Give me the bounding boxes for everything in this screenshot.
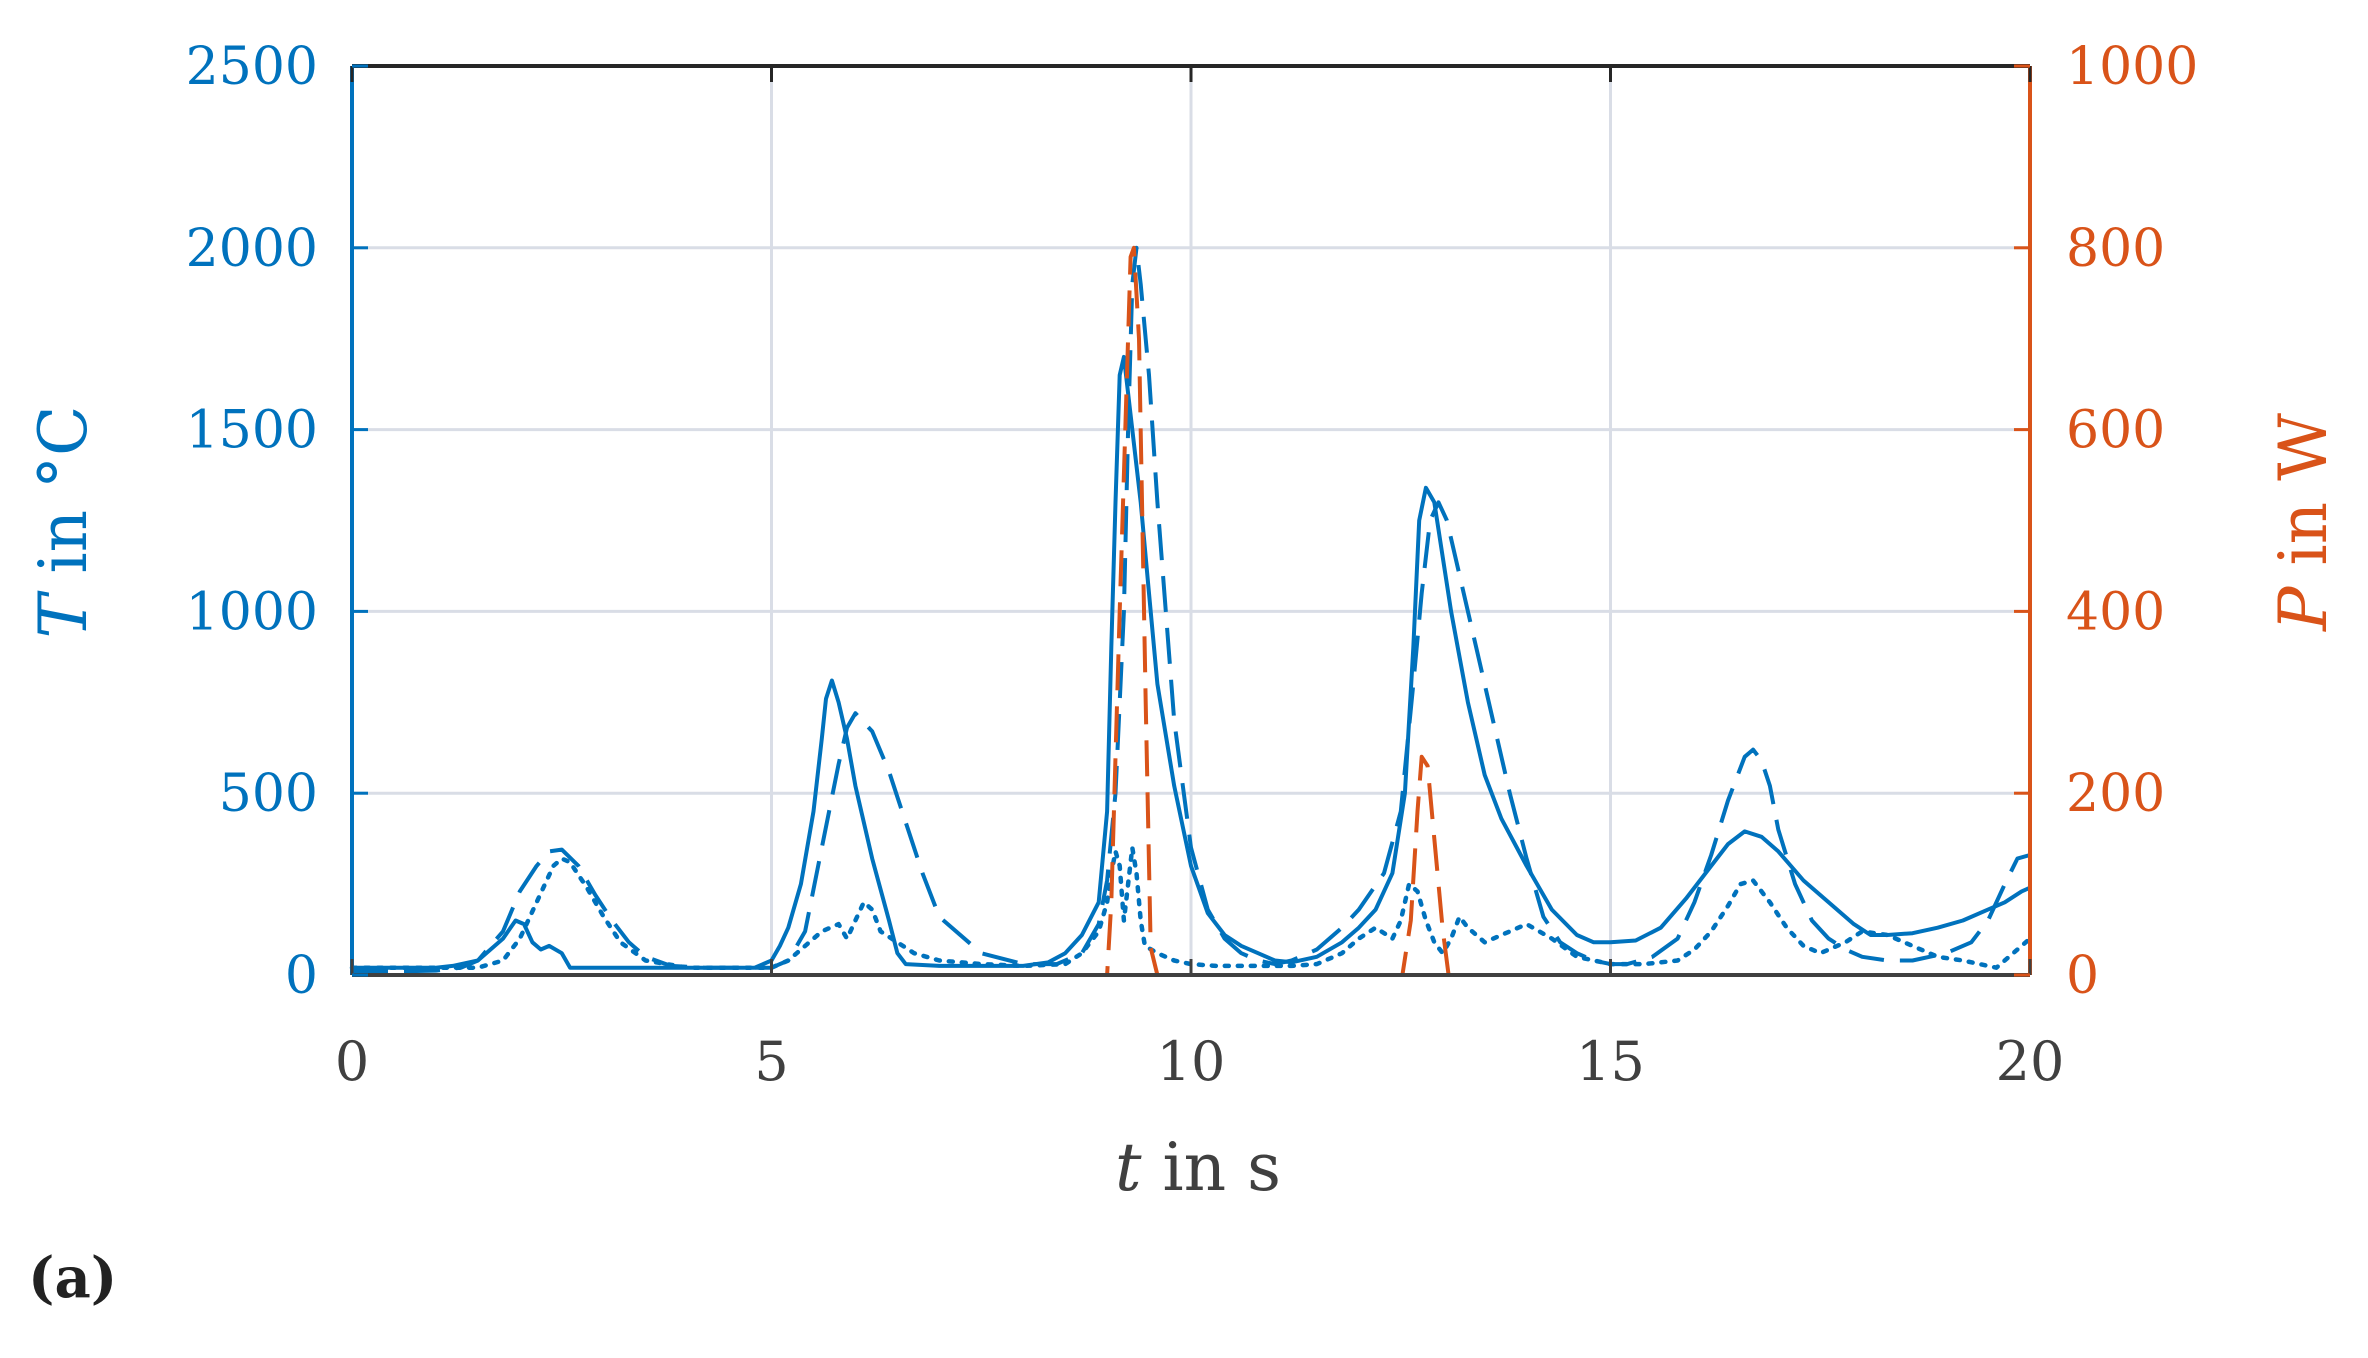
panel-label: (a) [28, 1245, 118, 1311]
axes [350, 64, 2032, 977]
y-tick-label-right: 800 [2066, 219, 2165, 279]
y-axis-label-left-text: in °C [25, 405, 102, 594]
y-axis-label-left: T in °C [25, 405, 102, 638]
y-axis-label-right-var: P [2265, 585, 2342, 632]
x-tick-label: 5 [754, 1030, 788, 1093]
y-axis-label-right-text: in W [2265, 413, 2342, 587]
x-axis-label-text: in s [1142, 1129, 1281, 1206]
x-axis-label: t in s [1115, 1129, 1281, 1206]
y-tick-label-left: 2500 [186, 37, 318, 97]
y-tick-label-left: 1000 [186, 582, 318, 642]
y-axis-label-right: P in W [2265, 413, 2342, 632]
x-tick-label: 10 [1157, 1030, 1226, 1093]
grid-lines [352, 66, 2030, 975]
tick-labels: 0 5 10 15 2005001000150020002500020040060080… [186, 37, 2199, 1093]
y-tick-label-right: 600 [2066, 401, 2165, 461]
y-tick-label-right: 0 [2066, 946, 2099, 1006]
y-tick-label-right: 400 [2066, 582, 2165, 642]
y-tick-label-left: 0 [285, 946, 318, 1006]
series-line-2-left-dashed [352, 245, 2031, 974]
y-tick-label-left: 1500 [186, 401, 318, 461]
x-tick-label: 15 [1576, 1030, 1645, 1093]
y-tick-label-left: 500 [219, 764, 318, 824]
x-tick-label: 0 [335, 1030, 369, 1093]
x-tick-label: 20 [1996, 1030, 2065, 1093]
y-tick-label-right: 1000 [2066, 37, 2198, 97]
x-axis-label-var: t [1115, 1129, 1142, 1206]
y-tick-label-left: 2000 [186, 219, 318, 279]
y-axis-label-left-var: T [25, 590, 102, 639]
y-tick-label-right: 200 [2066, 764, 2165, 824]
